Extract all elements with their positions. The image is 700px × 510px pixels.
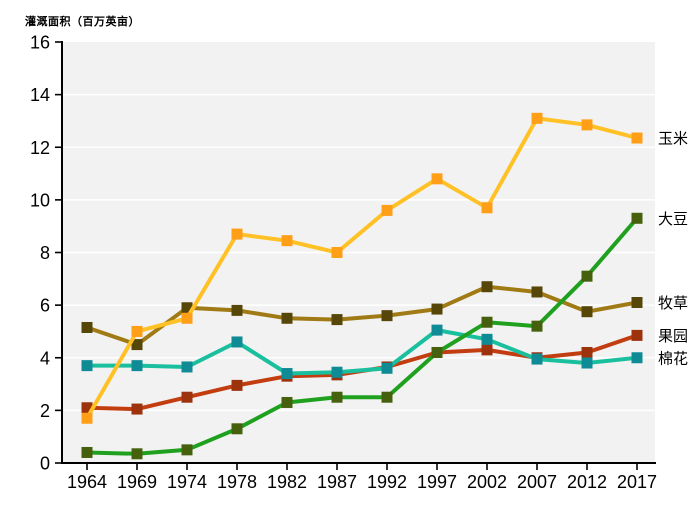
x-tick-label: 2007: [517, 472, 557, 492]
data-point-marker-orchard: [481, 344, 493, 356]
x-tick-label: 2017: [617, 472, 657, 492]
data-point-marker-cotton: [581, 357, 593, 369]
x-tick-label: 1987: [317, 472, 357, 492]
data-point-marker-soybeans: [581, 270, 593, 282]
data-point-marker-corn: [431, 173, 443, 185]
data-point-marker-soybeans: [481, 316, 493, 328]
data-point-marker-hay: [331, 314, 343, 326]
y-tick-label: 12: [30, 138, 50, 158]
data-point-marker-soybeans: [381, 391, 393, 403]
series-end-label-corn: 玉米: [658, 131, 688, 148]
data-point-marker-corn: [481, 202, 493, 214]
data-point-marker-orchard: [81, 402, 93, 414]
y-tick-label: 14: [30, 85, 50, 105]
y-axis: 0 2 4 6 8 10 12 14 16: [30, 33, 63, 474]
data-point-marker-soybeans: [281, 396, 293, 408]
data-point-marker-soybeans: [331, 391, 343, 403]
data-point-marker-soybeans: [631, 212, 643, 224]
x-tick-label: 2012: [567, 472, 607, 492]
data-point-marker-corn: [181, 312, 193, 324]
series-end-label-cotton: 棉花: [658, 350, 688, 367]
data-point-marker-cotton: [81, 360, 93, 372]
data-point-marker-corn: [131, 325, 143, 337]
data-point-marker-corn: [281, 235, 293, 247]
y-tick-label: 8: [40, 243, 50, 263]
series-line-hay: [85, 284, 639, 347]
data-point-marker-hay: [531, 286, 543, 298]
data-point-marker-cotton: [231, 336, 243, 348]
x-tick-label: 1969: [117, 472, 157, 492]
x-tick-label: 2002: [467, 472, 507, 492]
series-end-label-soybeans: 大豆: [658, 211, 688, 228]
y-tick-label: 6: [40, 296, 50, 316]
data-point-marker-soybeans: [531, 320, 543, 332]
x-axis: 1964 1969 1974 1978 1982 1987 1992 1997 2002 2007…: [61, 462, 657, 492]
x-tick-label: 1974: [167, 472, 207, 492]
data-point-marker-corn: [81, 412, 93, 424]
data-point-marker-orchard: [231, 379, 243, 391]
data-point-marker-hay: [131, 339, 143, 351]
data-point-marker-corn: [581, 119, 593, 131]
data-point-marker-hay: [181, 302, 193, 314]
series-line-soybeans: [85, 216, 639, 456]
data-point-marker-cotton: [481, 333, 493, 345]
data-point-marker-hay: [631, 296, 643, 308]
data-point-marker-orchard: [581, 346, 593, 358]
x-tick-label: 1992: [367, 472, 407, 492]
series-line-corn: [85, 116, 639, 421]
series-end-label-orchard: 果园: [658, 328, 688, 345]
data-point-marker-hay: [481, 281, 493, 293]
data-point-marker-cotton: [431, 324, 443, 336]
data-point-marker-soybeans: [131, 448, 143, 460]
chart-title: 灌溉面积（百万英亩）: [25, 16, 140, 28]
data-point-marker-corn: [531, 112, 543, 124]
data-point-marker-corn: [381, 204, 393, 216]
x-tick-label: 1982: [267, 472, 307, 492]
series-hay: 牧草: [81, 281, 688, 351]
data-point-marker-hay: [281, 312, 293, 324]
data-point-marker-hay: [381, 310, 393, 322]
data-point-marker-cotton: [631, 352, 643, 364]
data-point-marker-cotton: [331, 366, 343, 378]
series-end-label-hay: 牧草: [658, 295, 688, 312]
data-point-marker-corn: [631, 132, 643, 144]
data-point-marker-cotton: [281, 368, 293, 380]
series-corn: 玉米: [81, 112, 688, 424]
data-point-marker-orchard: [181, 391, 193, 403]
data-point-marker-cotton: [531, 353, 543, 365]
x-tick-label: 1978: [217, 472, 257, 492]
data-point-marker-soybeans: [181, 444, 193, 456]
series-line-cotton: [85, 328, 639, 376]
x-tick-label: 1964: [67, 472, 107, 492]
y-tick-label: 4: [40, 348, 50, 368]
y-tick-label: 10: [30, 190, 50, 210]
data-point-marker-corn: [331, 247, 343, 258]
y-tick-label: 2: [40, 401, 50, 421]
data-point-marker-cotton: [181, 361, 193, 373]
data-point-marker-soybeans: [231, 423, 243, 435]
data-point-marker-hay: [581, 306, 593, 318]
data-point-marker-hay: [81, 321, 93, 333]
data-point-marker-orchard: [131, 403, 143, 415]
series-cotton: 棉花: [81, 324, 688, 380]
x-tick-label: 1997: [417, 472, 457, 492]
data-point-marker-orchard: [631, 329, 643, 341]
data-point-marker-soybeans: [431, 346, 443, 358]
data-point-marker-corn: [231, 228, 243, 240]
data-point-marker-soybeans: [81, 446, 93, 458]
data-point-marker-cotton: [131, 360, 143, 372]
data-point-marker-hay: [231, 304, 243, 316]
series-soybeans: 大豆: [81, 211, 688, 460]
y-tick-label: 0: [40, 454, 50, 474]
y-tick-label: 16: [30, 33, 50, 53]
data-point-marker-cotton: [381, 362, 393, 374]
data-point-marker-hay: [431, 303, 443, 315]
